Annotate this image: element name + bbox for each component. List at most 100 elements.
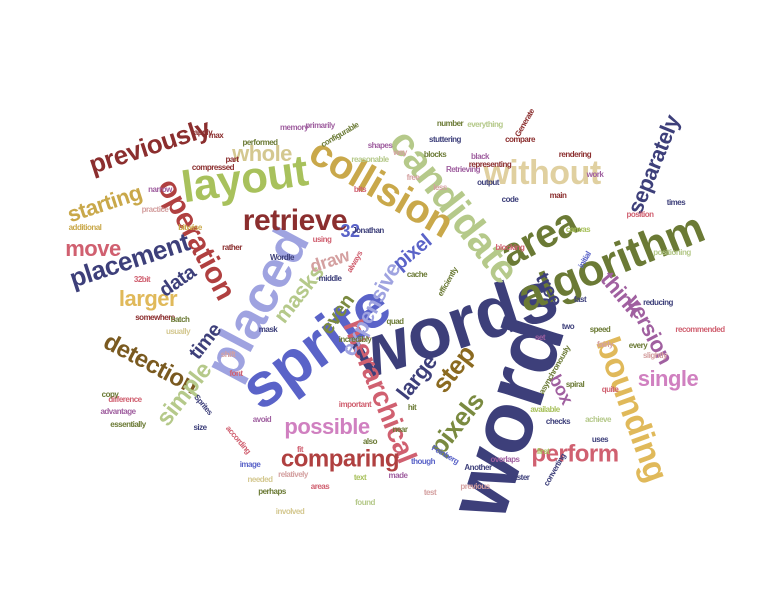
word-cloud-word: starting bbox=[64, 180, 145, 227]
word-cloud-word: incredibly bbox=[339, 335, 373, 344]
word-cloud-word: set bbox=[535, 333, 546, 342]
word-cloud-word: memory bbox=[280, 123, 309, 132]
word-cloud-word: overlaps bbox=[491, 455, 521, 464]
word-cloud-word: advantage bbox=[100, 407, 136, 416]
word-cloud-word: two bbox=[562, 322, 575, 331]
word-cloud-word: fast bbox=[574, 295, 587, 304]
word-cloud-word: size bbox=[193, 423, 207, 432]
word-cloud-word: Generate bbox=[513, 106, 537, 138]
word-cloud-word: involved bbox=[276, 507, 305, 516]
word-cloud-word: achieve bbox=[585, 415, 612, 424]
word-cloud-word: perform bbox=[531, 440, 618, 467]
word-cloud-word: fit bbox=[297, 445, 304, 454]
word-cloud-word: perhaps bbox=[258, 487, 287, 496]
word-cloud-word: important bbox=[339, 400, 372, 409]
word-cloud-word: rather bbox=[222, 243, 242, 252]
word-cloud-word: possible bbox=[284, 414, 370, 439]
word-cloud-word: uses bbox=[592, 435, 609, 444]
word-cloud-word: made bbox=[389, 471, 409, 480]
word-cloud-word: copy bbox=[102, 390, 120, 399]
word-cloud-word: stuttering bbox=[429, 135, 462, 144]
word-cloud-word: additional bbox=[69, 223, 102, 232]
word-cloud-word: Another bbox=[464, 463, 492, 472]
word-cloud-word: available bbox=[530, 405, 560, 414]
word-cloud-word: image bbox=[240, 460, 262, 469]
word-cloud-word: text bbox=[354, 473, 367, 482]
word-cloud-word: practice bbox=[142, 205, 170, 214]
word-cloud-word: times bbox=[667, 198, 686, 207]
word-cloud-word: quite bbox=[602, 385, 620, 394]
word-cloud-word: blocks bbox=[424, 150, 447, 159]
word-cloud-word: according bbox=[224, 424, 253, 456]
word-cloud-word: max bbox=[209, 131, 225, 140]
word-cloud-word: Wordle bbox=[270, 253, 295, 262]
word-cloud-word: part bbox=[225, 155, 239, 164]
word-cloud-word: compressed bbox=[192, 163, 235, 172]
word-cloud-word: quad bbox=[386, 317, 404, 326]
word-cloud-word: found bbox=[355, 498, 375, 507]
word-cloud-word: without bbox=[482, 154, 601, 192]
word-cloud-word: avoid bbox=[253, 415, 272, 424]
word-cloud-word: 32bit bbox=[134, 275, 151, 284]
word-cloud-word: shapes bbox=[368, 141, 394, 150]
word-cloud-word: representing bbox=[469, 160, 512, 169]
word-cloud-word: position bbox=[626, 210, 654, 219]
word-cloud-word: narrow bbox=[148, 185, 173, 194]
word-cloud-word: move bbox=[65, 236, 121, 261]
word-cloud-word: way bbox=[392, 148, 408, 157]
word-cloud-word: also bbox=[363, 437, 378, 446]
word-cloud-word: everything bbox=[467, 120, 503, 129]
word-cloud-word: recommended bbox=[675, 325, 725, 334]
word-cloud-word: Retrieving bbox=[446, 165, 481, 174]
word-cloud-word: less bbox=[433, 183, 448, 192]
word-cloud-word: positioning bbox=[653, 248, 691, 257]
word-cloud-word: reducing bbox=[643, 298, 673, 307]
word-cloud-word: black bbox=[471, 152, 490, 161]
word-cloud-word: middle bbox=[319, 274, 343, 283]
word-cloud-word: Jonathan bbox=[352, 226, 384, 235]
word-cloud-word: mask bbox=[259, 325, 279, 334]
word-cloud-word: fairly bbox=[597, 340, 614, 349]
word-cloud-word: bitwise bbox=[178, 223, 203, 232]
word-cloud-word: compare bbox=[505, 135, 536, 144]
word-cloud-word: whole bbox=[231, 141, 292, 166]
word-cloud-word: single bbox=[638, 366, 699, 391]
word-cloud-word: number bbox=[437, 119, 464, 128]
word-cloud-word: font bbox=[229, 369, 243, 378]
word-cloud-word: apply bbox=[194, 128, 213, 137]
word-cloud-word: shift bbox=[221, 350, 236, 359]
word-cloud-word: retrieve bbox=[243, 204, 347, 237]
word-cloud-word: primarily bbox=[305, 121, 335, 130]
word-cloud-word: performed bbox=[242, 138, 278, 147]
word-cloud-word: checks bbox=[546, 417, 571, 426]
word-cloud-word: blocking bbox=[496, 243, 526, 252]
word-cloud-word: 32 bbox=[340, 221, 360, 241]
word-cloud-word: faster bbox=[511, 473, 530, 482]
word-cloud-word: work bbox=[586, 170, 605, 179]
word-cloud-word: areas bbox=[311, 482, 330, 491]
word-cloud-word: though bbox=[411, 457, 436, 466]
word-cloud-word: needed bbox=[247, 475, 273, 484]
word-cloud-word: comparing bbox=[281, 445, 399, 472]
word-cloud-word: reasonable bbox=[351, 155, 389, 164]
word-cloud-word: hit bbox=[408, 403, 417, 412]
word-cloud-word: slightly bbox=[643, 351, 668, 360]
word-cloud-word: free bbox=[407, 173, 421, 182]
word-cloud-word: spiral bbox=[566, 380, 585, 389]
word-cloud-word: first bbox=[537, 447, 550, 456]
word-cloud-word: difference bbox=[108, 395, 142, 404]
word-cloud-word: using bbox=[313, 235, 332, 244]
word-cloud-word: bits bbox=[354, 185, 367, 194]
word-cloud-word: near bbox=[393, 425, 408, 434]
word-cloud-word: canvas bbox=[566, 225, 591, 234]
word-cloud-word: essentially bbox=[110, 420, 146, 429]
word-cloud-word: batch bbox=[171, 315, 190, 324]
word-cloud-word: Sprites bbox=[192, 393, 215, 418]
word-cloud-word: code bbox=[502, 195, 520, 204]
word-cloud-word: larger bbox=[119, 286, 178, 311]
word-cloud-word: relatively bbox=[278, 470, 309, 479]
word-cloud-word: every bbox=[629, 341, 648, 350]
word-cloud-word: speed bbox=[590, 325, 611, 334]
word-cloud-word: output bbox=[477, 178, 500, 187]
